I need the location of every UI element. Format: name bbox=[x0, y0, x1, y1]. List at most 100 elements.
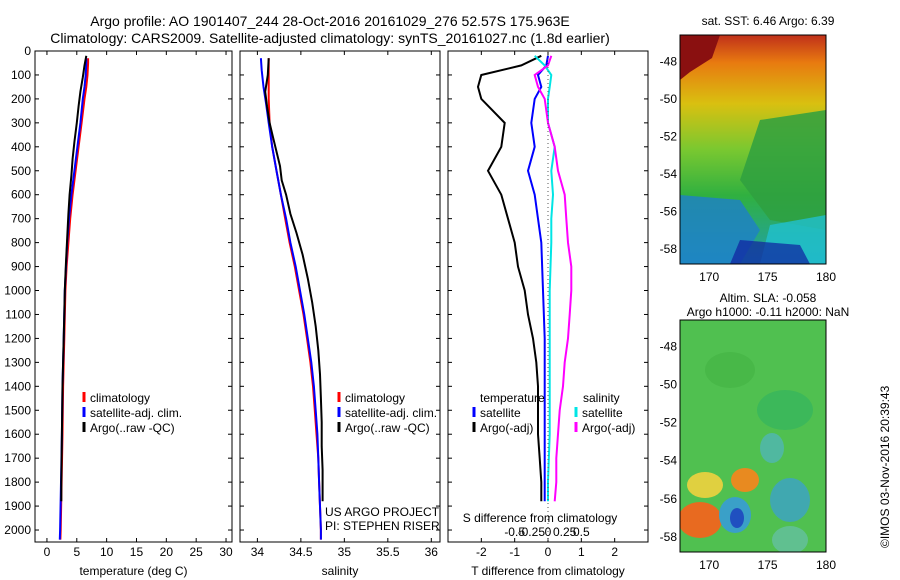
x-tick-label: 2 bbox=[611, 545, 618, 559]
map-x-tick-label: 170 bbox=[699, 558, 719, 572]
map-y-tick-label: -52 bbox=[660, 129, 678, 143]
y-tick-label: 600 bbox=[11, 188, 31, 202]
y-tick-label: 1500 bbox=[4, 403, 31, 417]
temperature-panel: 0 5 10 15 20 25 30 temperature (deg C) 0 100 200 30… bbox=[4, 44, 233, 578]
legend-title-salinity: salinity bbox=[583, 391, 620, 405]
difference-legend-label: Argo(-adj) bbox=[582, 421, 635, 435]
salinity-xlabel: salinity bbox=[322, 564, 359, 578]
y-tick-label: 1400 bbox=[4, 379, 31, 393]
x-tick-label: 0 bbox=[44, 545, 51, 559]
temperature-xlabel: temperature (deg C) bbox=[79, 564, 187, 578]
map-y-tick-label: -50 bbox=[660, 378, 678, 392]
y-tick-label: 1900 bbox=[4, 499, 31, 513]
map-x-tick-label: 170 bbox=[699, 270, 719, 284]
s-tick-label: -0.25 bbox=[518, 525, 546, 539]
x-tick-label: 25 bbox=[190, 545, 204, 559]
sla_map-title: Altim. SLA: -0.058 bbox=[720, 291, 817, 305]
salinity-legend-label: Argo(..raw -QC) bbox=[345, 421, 430, 435]
y-tick-label: 800 bbox=[11, 236, 31, 250]
s-tick-label: 0.5 bbox=[573, 525, 590, 539]
y-tick-label: 200 bbox=[11, 92, 31, 106]
x-tick-label: -1 bbox=[509, 545, 520, 559]
legend-title-temperature: temperature bbox=[480, 391, 545, 405]
map-x-tick-label: 180 bbox=[816, 270, 836, 284]
figure-title-line2: Climatology: CARS2009. Satellite-adjuste… bbox=[50, 30, 610, 46]
y-tick-label: 1200 bbox=[4, 331, 31, 345]
map-y-tick-label: -54 bbox=[660, 167, 678, 181]
x-tick-label: 20 bbox=[160, 545, 174, 559]
y-tick-label: 1800 bbox=[4, 475, 31, 489]
x-tick-label: -2 bbox=[476, 545, 487, 559]
y-tick-label: 1000 bbox=[4, 284, 31, 298]
map-y-tick-label: -54 bbox=[660, 454, 678, 468]
x-tick-label: 0 bbox=[545, 545, 552, 559]
x-tick-label: 1 bbox=[578, 545, 585, 559]
s-tick-label: 0 bbox=[545, 525, 552, 539]
sst_map-title: sat. SST: 6.46 Argo: 6.39 bbox=[702, 14, 835, 28]
x-tick-label: 5 bbox=[73, 545, 80, 559]
difference-series-satellite bbox=[534, 55, 556, 502]
x-tick-label: 34.5 bbox=[289, 545, 313, 559]
map-x-tick-label: 175 bbox=[758, 270, 778, 284]
sst-map bbox=[680, 35, 826, 264]
temperature-series-argo-raw-qc- bbox=[60, 55, 88, 502]
y-tick-label: 1600 bbox=[4, 427, 31, 441]
sla-map bbox=[680, 320, 826, 552]
map-y-tick-label: -52 bbox=[660, 416, 678, 430]
figure-title-line1: Argo profile: AO 1901407_244 28-Oct-2016… bbox=[90, 13, 570, 29]
map-y-tick-label: -56 bbox=[660, 204, 678, 218]
y-tick-label: 500 bbox=[11, 164, 31, 178]
sst_map-axes: sat. SST: 6.46 Argo: 6.39 170 175 180 -48 -50… bbox=[660, 14, 837, 284]
project-annotation: PI: STEPHEN RISER bbox=[325, 519, 440, 533]
salinity-frame bbox=[239, 50, 441, 543]
temperature-legend-label: satellite-adj. clim. bbox=[90, 406, 182, 420]
difference-series-satellite bbox=[526, 55, 549, 502]
difference-series-argo-adj- bbox=[476, 54, 543, 502]
salinity-panel: 34 34.5 35 35.5 36 salinity climatologysatelli… bbox=[239, 50, 441, 578]
map-y-tick-label: -58 bbox=[660, 242, 678, 256]
map-x-tick-label: 180 bbox=[816, 558, 836, 572]
y-tick-label: 400 bbox=[11, 140, 31, 154]
s-tick-label: -0.5 bbox=[504, 525, 525, 539]
y-tick-label: 1700 bbox=[4, 451, 31, 465]
y-tick-label: 700 bbox=[11, 212, 31, 226]
y-tick-label: 2000 bbox=[4, 523, 31, 537]
y-tick-label: 0 bbox=[24, 44, 31, 58]
x-tick-label: 15 bbox=[130, 545, 144, 559]
map-x-tick-label: 175 bbox=[758, 558, 778, 572]
map-y-tick-label: -58 bbox=[660, 530, 678, 544]
difference-legend-label: Argo(-adj) bbox=[480, 421, 533, 435]
map-y-tick-label: -48 bbox=[660, 54, 678, 68]
difference-legend-label: satellite bbox=[480, 406, 521, 420]
salinity-legend-label: satellite-adj. clim. bbox=[345, 406, 437, 420]
salinity-legend-label: climatology bbox=[345, 391, 405, 405]
difference-xlabel2: S difference from climatology bbox=[463, 511, 618, 525]
x-tick-label: 34 bbox=[251, 545, 265, 559]
x-tick-label: 36 bbox=[425, 545, 439, 559]
x-tick-label: 30 bbox=[219, 545, 233, 559]
temperature-legend-label: climatology bbox=[90, 391, 150, 405]
y-tick-label: 300 bbox=[11, 116, 31, 130]
sla_map-subtitle: Argo h1000: -0.11 h2000: NaN bbox=[687, 305, 850, 319]
difference-series-argo-adj- bbox=[533, 55, 573, 502]
difference-xlabel: T difference from climatology bbox=[471, 564, 625, 578]
salinity-series-argo-raw-qc- bbox=[264, 58, 324, 502]
x-tick-label: 10 bbox=[100, 545, 114, 559]
x-tick-label: 35.5 bbox=[376, 545, 400, 559]
x-tick-label: 35 bbox=[338, 545, 352, 559]
y-tick-label: 900 bbox=[11, 260, 31, 274]
project-annotation: US ARGO PROJECT bbox=[325, 505, 440, 519]
map-y-tick-label: -48 bbox=[660, 340, 678, 354]
y-tick-label: 100 bbox=[11, 68, 31, 82]
salinity-series-climatology bbox=[267, 58, 322, 540]
s-tick-label: 0.25 bbox=[553, 525, 577, 539]
difference-panel: -2 -1 0 1 2 T difference from climatology -0.5… bbox=[447, 50, 649, 578]
temperature-legend-label: Argo(..raw -QC) bbox=[90, 421, 175, 435]
y-tick-label: 1300 bbox=[4, 355, 31, 369]
y-tick-label: 1100 bbox=[5, 307, 31, 321]
difference-legend-label: satellite bbox=[582, 406, 623, 420]
map-y-tick-label: -56 bbox=[660, 492, 678, 506]
map-y-tick-label: -50 bbox=[660, 92, 678, 106]
